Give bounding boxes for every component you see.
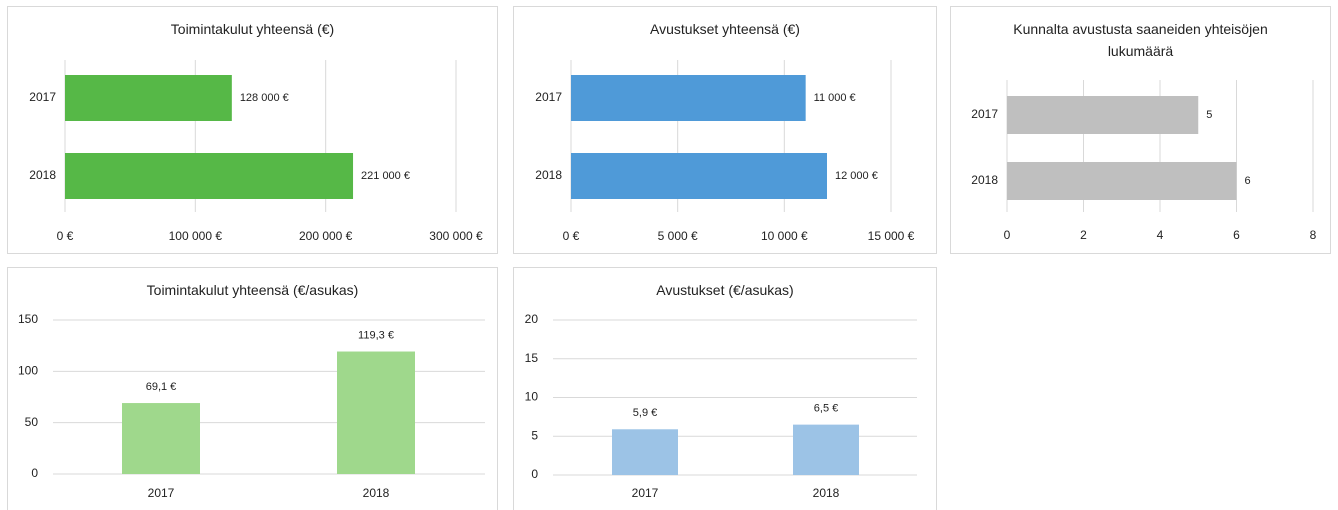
x-tick-label: 2: [1080, 228, 1087, 242]
bar: [571, 75, 806, 121]
y-tick-label: 0: [531, 467, 538, 481]
x-tick-label: 8: [1310, 228, 1317, 242]
x-tick-label: 0 €: [563, 229, 580, 243]
bar: [793, 424, 859, 475]
data-label: 221 000 €: [361, 170, 410, 182]
y-tick-label: 2017: [971, 107, 998, 121]
chart-panel: [513, 6, 937, 254]
data-label: 69,1 €: [146, 381, 177, 393]
chart-panel: [7, 267, 498, 510]
chart-title: Toimintakulut yhteensä (€/asukas): [146, 282, 359, 298]
y-tick-label: 2017: [29, 90, 56, 104]
data-label: 119,3 €: [358, 329, 394, 341]
bar: [65, 75, 232, 121]
bar: [571, 153, 827, 199]
y-tick-label: 2018: [29, 168, 56, 182]
y-tick-label: 2018: [971, 173, 998, 187]
x-tick-label: 2018: [363, 486, 390, 500]
x-tick-label: 300 000 €: [429, 229, 483, 243]
x-tick-label: 15 000 €: [868, 229, 915, 243]
y-tick-label: 2017: [535, 90, 562, 104]
x-tick-label: 0: [1004, 228, 1011, 242]
data-label: 5,9 €: [633, 407, 657, 419]
bar: [1007, 96, 1199, 134]
chart-title: Avustukset yhteensä (€): [650, 21, 800, 37]
y-tick-label: 20: [525, 312, 539, 326]
data-label: 11 000 €: [814, 92, 856, 104]
y-tick-label: 2018: [535, 168, 562, 182]
y-tick-label: 50: [25, 415, 39, 429]
x-tick-label: 6: [1233, 228, 1240, 242]
data-label: 6: [1245, 175, 1251, 187]
data-label: 6,5 €: [814, 403, 838, 415]
data-label: 12 000 €: [835, 170, 878, 182]
chart-title: Avustukset (€/asukas): [656, 282, 794, 298]
bar: [612, 429, 678, 475]
bar: [122, 403, 200, 474]
chart-panel: [513, 267, 937, 510]
x-tick-label: 5 000 €: [658, 229, 698, 243]
chart-panel: [950, 6, 1331, 254]
y-tick-label: 15: [525, 351, 539, 365]
chart-title: Kunnalta avustusta saaneiden yhteisöjen …: [1013, 21, 1268, 59]
y-tick-label: 150: [18, 312, 38, 326]
chart-title: Toimintakulut yhteensä (€): [170, 21, 335, 37]
data-label: 5: [1206, 109, 1212, 121]
y-tick-label: 0: [31, 466, 38, 480]
bar: [337, 351, 415, 474]
data-label: 128 000 €: [240, 92, 289, 104]
x-tick-label: 4: [1157, 228, 1164, 242]
y-tick-label: 5: [531, 428, 538, 442]
x-tick-label: 2017: [148, 486, 175, 500]
bar: [65, 153, 354, 199]
x-tick-label: 100 000 €: [169, 229, 223, 243]
x-tick-label: 2018: [813, 486, 840, 500]
y-tick-label: 100: [18, 364, 38, 378]
x-tick-label: 0 €: [57, 229, 74, 243]
x-tick-label: 2017: [632, 486, 659, 500]
x-tick-label: 200 000 €: [299, 229, 353, 243]
chart-panel: [7, 6, 498, 254]
y-tick-label: 10: [525, 390, 539, 404]
x-tick-label: 10 000 €: [761, 229, 808, 243]
bar: [1007, 162, 1237, 200]
